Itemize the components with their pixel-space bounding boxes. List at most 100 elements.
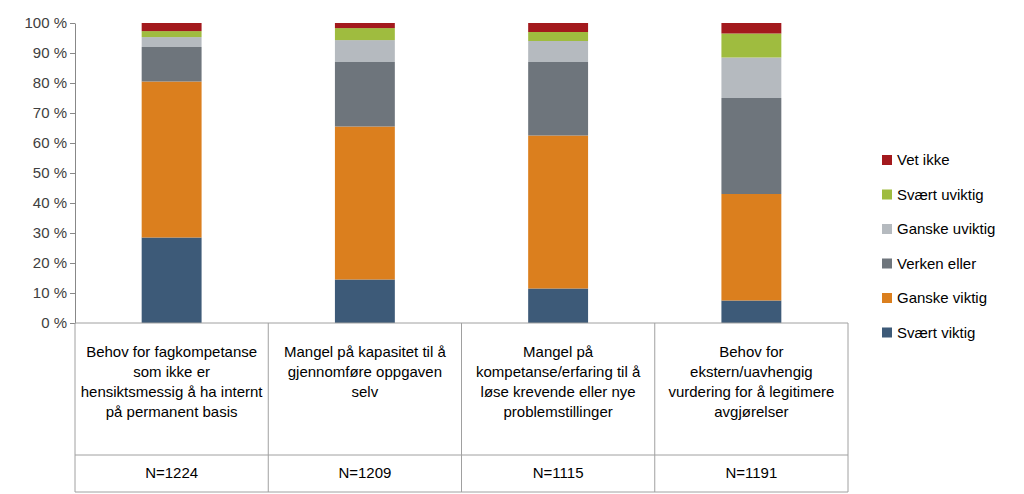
y-tick-mark (70, 173, 75, 174)
y-tick-mark (70, 143, 75, 144)
y-tick: 30 % (33, 224, 75, 241)
category-label-line: selv (352, 383, 379, 400)
category-label-line: problemstillinger (504, 403, 613, 420)
bar-segment (528, 23, 588, 32)
category-label-line: Behov for (719, 343, 783, 360)
y-tick-mark (70, 23, 75, 24)
y-tick: 90 % (33, 44, 75, 61)
y-tick-mark (70, 323, 75, 324)
bar-segment (142, 82, 202, 238)
y-tick-label: 50 % (33, 164, 67, 181)
table-row-line (75, 455, 848, 456)
legend-item: Svært uviktig (882, 186, 984, 203)
y-tick-label: 20 % (33, 254, 67, 271)
y-tick-mark (70, 263, 75, 264)
bar-segment (335, 23, 395, 28)
series-2 (142, 47, 782, 194)
bar-segment (528, 41, 588, 62)
table-divider (75, 323, 76, 492)
legend-label: Ganske viktig (897, 289, 987, 306)
category-label-line: løse krevende eller nye (481, 383, 636, 400)
table-divider (848, 323, 849, 492)
y-tick-mark (70, 233, 75, 234)
y-tick: 60 % (33, 134, 75, 151)
y-tick: 50 % (33, 164, 75, 181)
legend: Svært viktig Ganske viktig Verken eller Gan… (882, 151, 995, 341)
series-4 (142, 28, 782, 57)
category-label: Behov for fagkompetanse som ikke er hensik… (81, 343, 264, 420)
legend-swatch (882, 224, 892, 234)
category-label-line: hensiktsmessig å ha internt (81, 383, 264, 400)
bar-segment (528, 32, 588, 41)
series-5 (142, 23, 782, 34)
category-label-line: Mangel på (523, 343, 594, 360)
y-tick: 10 % (33, 284, 75, 301)
legend-item: Ganske uviktig (882, 220, 995, 237)
y-tick: 20 % (33, 254, 75, 271)
table-divider (268, 323, 269, 492)
y-tick: 70 % (33, 104, 75, 121)
sample-size: N=1224 (145, 464, 198, 481)
y-tick: 100 % (24, 14, 75, 31)
legend-item: Ganske viktig (882, 289, 987, 306)
y-tick: 0 % (41, 314, 75, 331)
category-label-line: Behov for fagkompetanse (86, 343, 257, 360)
y-tick-mark (70, 293, 75, 294)
bar-segment (335, 62, 395, 127)
bar-segment (721, 34, 781, 58)
y-tick-mark (70, 83, 75, 84)
sample-size: N=1209 (338, 464, 391, 481)
bar-segment (721, 58, 781, 99)
y-tick-label: 10 % (33, 284, 67, 301)
y-axis: 0 % 10 % 20 % 30 % 40 % 50 % 60 % 70 % 80 % 90 % 1… (24, 14, 75, 331)
y-tick-label: 40 % (33, 194, 67, 211)
legend-swatch (882, 259, 892, 269)
y-tick-label: 90 % (33, 44, 67, 61)
legend-label: Verken eller (897, 255, 976, 272)
y-tick: 80 % (33, 74, 75, 91)
bar-segment (142, 23, 202, 31)
category-label-line: avgjørelser (714, 403, 788, 420)
legend-item: Svært viktig (882, 324, 975, 341)
sample-size: N=1115 (533, 464, 584, 481)
category-label: Mangel på kompetanse/erfaring til å løse k… (476, 343, 641, 420)
y-axis-line (75, 24, 76, 324)
legend-label: Ganske uviktig (897, 220, 995, 237)
category-label-line: ekstern/uavhengig (690, 363, 813, 380)
bar-segment (335, 280, 395, 324)
category-label-line: Mangel på kapasitet til å (284, 343, 446, 360)
legend-swatch (882, 190, 892, 200)
legend-swatch (882, 155, 892, 165)
bars (142, 23, 782, 323)
x-axis-line (75, 323, 848, 324)
category-label-line: vurdering for å legitimere (668, 383, 834, 400)
bar-segment (721, 301, 781, 324)
bar-segment (335, 40, 395, 62)
category-label: Mangel på kapasitet til ågjennomføre opp… (284, 343, 446, 400)
series-1 (142, 82, 782, 301)
bar-segment (721, 98, 781, 194)
bar-segment (721, 194, 781, 301)
category-table (75, 323, 848, 492)
table-row-line (75, 492, 848, 493)
table-divider (654, 323, 655, 492)
y-tick: 40 % (33, 194, 75, 211)
bar-segment (142, 31, 202, 37)
category-label-line: på permanent basis (106, 403, 238, 420)
legend-label: Svært viktig (897, 324, 975, 341)
bar-segment (528, 136, 588, 289)
table-divider (461, 323, 462, 492)
bar-segment (142, 238, 202, 324)
y-tick-label: 60 % (33, 134, 67, 151)
bar-segment (335, 28, 395, 40)
y-tick-label: 100 % (24, 14, 67, 31)
bar-segment (528, 289, 588, 324)
y-tick-mark (70, 53, 75, 54)
legend-label: Svært uviktig (897, 186, 984, 203)
category-label-line: kompetanse/erfaring til å (476, 363, 641, 380)
y-tick-label: 70 % (33, 104, 67, 121)
legend-item: Vet ikke (882, 151, 950, 168)
bar-segment (142, 37, 202, 47)
sample-size: N=1191 (725, 464, 777, 481)
category-label-line: som ikke er (133, 363, 210, 380)
